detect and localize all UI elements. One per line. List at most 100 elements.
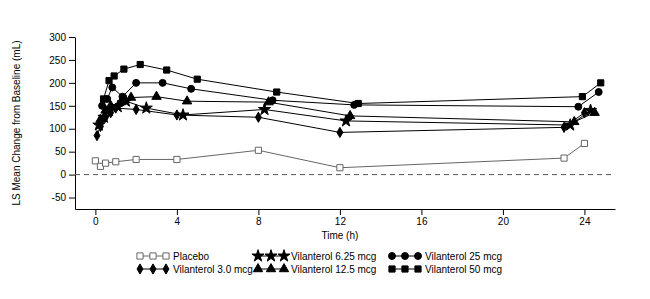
x-tick-mark — [340, 209, 341, 215]
series-marker — [102, 160, 108, 166]
x-axis: 0 4 8 12 16 20 24 — [76, 209, 616, 227]
chart: 04812162024-50050100150200250300Time (h)… — [0, 0, 650, 299]
series-marker — [177, 109, 189, 120]
x-tick: 4 — [175, 209, 181, 227]
series-marker — [570, 116, 579, 124]
series-marker — [96, 114, 105, 122]
x-tick-mark — [503, 209, 504, 215]
y-tick-label: 0 — [60, 169, 66, 180]
legend-item: Vilanterol 50 mcg — [389, 264, 502, 275]
y-tick-label: 300 — [49, 32, 66, 43]
series-marker — [579, 94, 585, 100]
series-marker — [575, 103, 582, 110]
series-marker — [595, 89, 602, 96]
series-marker — [274, 89, 280, 95]
series-marker — [581, 140, 587, 146]
series-line — [102, 83, 599, 107]
y-tick-mark — [69, 37, 75, 38]
series-marker — [337, 127, 343, 137]
legend-label: Vilanterol 12.5 mcg — [291, 264, 376, 275]
series-marker — [598, 80, 604, 86]
x-tick-label: 12 — [335, 216, 347, 227]
legend-marker — [265, 250, 277, 261]
y-axis-line — [75, 38, 76, 210]
series-marker — [121, 66, 127, 72]
legend-item: Vilanterol 3.0 mcg — [137, 264, 253, 275]
series-marker — [126, 92, 135, 100]
y-axis-title: LS Mean Change from Baseline (mL) — [11, 40, 22, 205]
legend-marker — [389, 253, 396, 260]
series-marker — [590, 107, 599, 115]
series-marker — [100, 96, 106, 102]
series-marker — [194, 76, 200, 82]
x-tick: 24 — [579, 209, 591, 227]
series-marker — [355, 100, 361, 106]
series-marker — [137, 61, 143, 67]
x-tick-mark — [177, 209, 178, 215]
series-marker — [255, 112, 261, 122]
legend-marker — [163, 253, 169, 259]
y-tick: 150 — [49, 101, 75, 112]
y-tick: -50 — [52, 192, 75, 203]
legend-item: Vilanterol 12.5 mcg — [253, 264, 376, 275]
legend-marker — [150, 253, 156, 259]
marks — [92, 61, 604, 170]
x-tick-label: 0 — [93, 216, 99, 227]
series-line — [104, 65, 601, 104]
series-marker — [255, 147, 261, 153]
x-tick-mark — [584, 209, 585, 215]
legend-marker — [137, 264, 143, 274]
series-marker — [345, 110, 354, 118]
y-tick-mark — [69, 175, 75, 176]
series-marker — [269, 97, 276, 104]
series-marker — [133, 79, 140, 86]
y-tick: 50 — [55, 146, 75, 157]
series-marker — [174, 156, 180, 162]
series-marker — [182, 96, 191, 104]
y-tick-mark — [69, 152, 75, 153]
series-marker — [188, 85, 195, 92]
legend-marker — [278, 250, 290, 261]
y-tick-label: 150 — [49, 101, 66, 112]
y-tick: 200 — [49, 78, 75, 89]
series-marker — [164, 67, 170, 73]
y-axis: -50050100150200250300 — [49, 32, 75, 210]
y-tick-mark — [69, 83, 75, 84]
y-tick-label: -50 — [52, 192, 67, 203]
y-tick-mark — [69, 106, 75, 107]
x-tick-label: 24 — [579, 216, 591, 227]
x-tick-label: 20 — [498, 216, 510, 227]
y-tick: 0 — [60, 169, 75, 180]
x-tick: 12 — [335, 209, 347, 227]
series-marker — [159, 79, 166, 86]
baseline — [75, 174, 615, 175]
series-marker — [133, 156, 139, 162]
x-tick: 16 — [416, 209, 428, 227]
x-tick-label: 16 — [416, 216, 428, 227]
x-tick-label: 8 — [256, 216, 262, 227]
x-tick: 0 — [93, 209, 99, 227]
y-tick-label: 50 — [55, 146, 67, 157]
series-marker — [133, 104, 139, 114]
x-axis-title: Time (h) — [321, 230, 358, 241]
legend-marker — [389, 266, 395, 272]
legend-marker — [137, 253, 143, 259]
x-tick-mark — [421, 209, 422, 215]
legend-marker — [415, 253, 422, 260]
legend: PlaceboVilanterol 3.0 mcgVilanterol 6.25… — [137, 250, 502, 275]
y-tick-mark — [69, 60, 75, 61]
series-marker — [140, 102, 152, 113]
legend-marker — [402, 253, 409, 260]
x-tick-mark — [95, 209, 96, 215]
x-tick: 8 — [256, 209, 262, 227]
x-axis-line — [76, 209, 616, 210]
legend-marker — [402, 266, 408, 272]
legend-marker — [150, 264, 156, 274]
legend-label: Vilanterol 3.0 mcg — [173, 264, 253, 275]
legend-label: Vilanterol 6.25 mcg — [291, 251, 376, 262]
legend-marker — [279, 264, 288, 272]
y-tick-label: 200 — [49, 78, 66, 89]
legend-marker — [252, 250, 264, 261]
legend-marker — [253, 264, 262, 272]
legend-marker — [163, 264, 169, 274]
